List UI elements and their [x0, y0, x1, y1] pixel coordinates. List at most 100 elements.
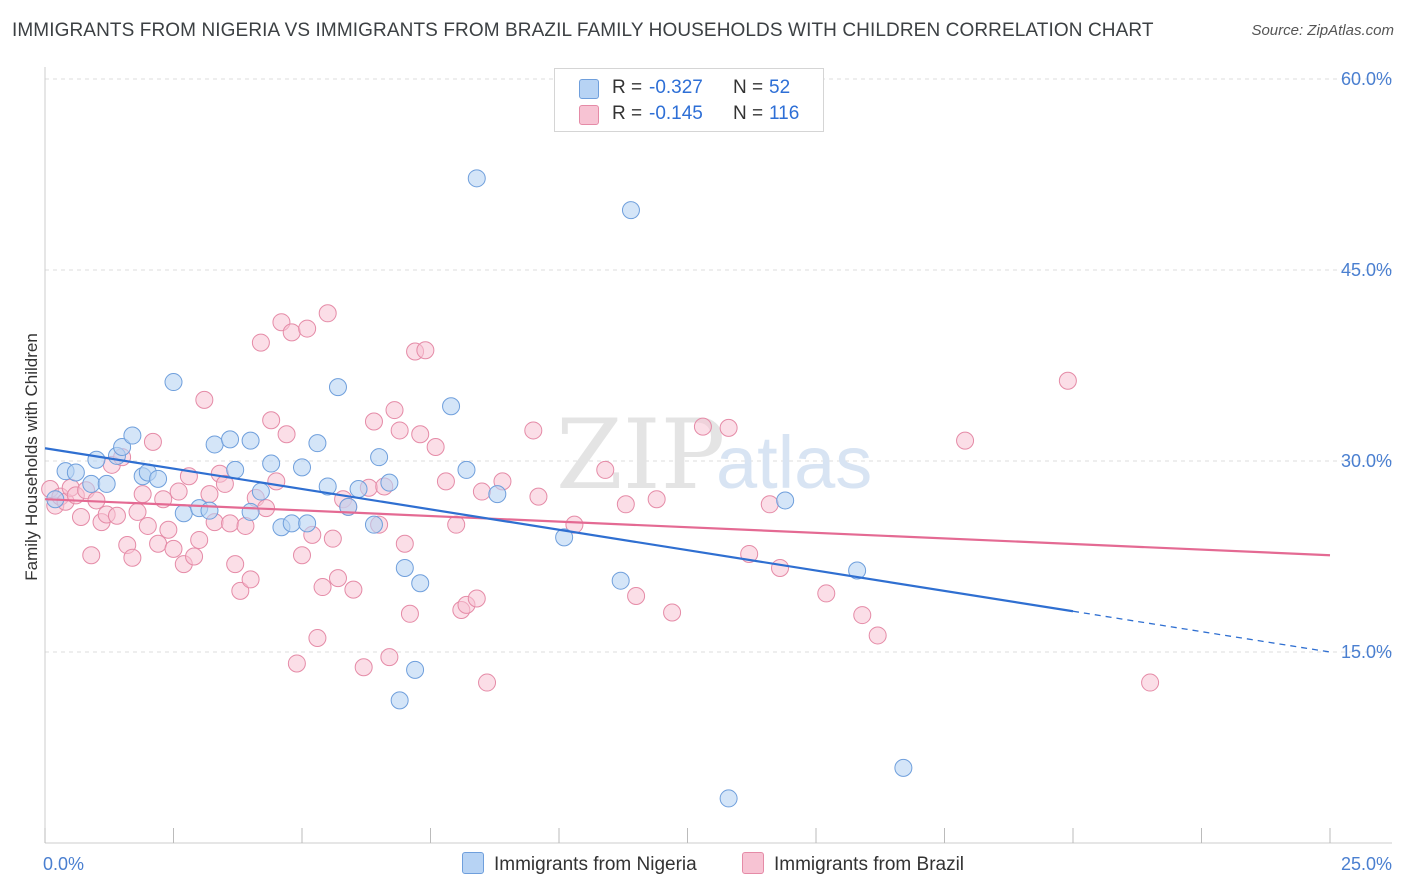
brazil-point [231, 581, 250, 600]
nigeria-point [457, 460, 476, 479]
brazil-point [390, 421, 409, 440]
brazil-point [138, 516, 157, 535]
brazil-point [817, 584, 836, 603]
nigeria-point [164, 373, 183, 392]
legend-n-value: 116 [769, 103, 800, 124]
nigeria-trend-extension [1072, 610, 1331, 653]
brazil-point [221, 514, 240, 533]
nigeria-point [66, 463, 85, 482]
nigeria-point [318, 477, 337, 496]
brazil-point [123, 548, 142, 567]
brazil-legend-label: Immigrants from Brazil [774, 854, 965, 875]
nigeria-swatch [579, 79, 599, 99]
brazil-point [159, 520, 178, 539]
brazil-point [354, 658, 373, 677]
nigeria-point [226, 460, 245, 479]
nigeria-point [113, 437, 132, 456]
nigeria-point [200, 501, 219, 520]
tick-label-layer: 15.0% 30.0% 45.0% 60.0% 0.0% 25.0% [43, 69, 1392, 874]
chart-title: IMMIGRANTS FROM NIGERIA VS IMMIGRANTS FR… [12, 20, 1154, 41]
brazil-point [226, 555, 245, 574]
y-tick-label: 15.0% [1341, 642, 1392, 662]
legend-r-value: -0.327 [649, 77, 703, 98]
brazil-point [149, 534, 168, 553]
brazil-point [411, 425, 430, 444]
brazil-point [616, 495, 635, 514]
brazil-point [472, 482, 491, 501]
brazil-point [164, 539, 183, 558]
nigeria-point [174, 504, 193, 523]
brazil-point [107, 506, 126, 525]
y-tick-label: 60.0% [1341, 69, 1392, 89]
brazil-point [298, 319, 317, 338]
brazil-point [308, 628, 327, 647]
nigeria-point [621, 201, 640, 220]
brazil-point [169, 482, 188, 501]
nigeria-point [719, 789, 738, 808]
nigeria-point [848, 561, 867, 580]
brazil-point [318, 304, 337, 323]
nigeria-point [364, 515, 383, 534]
watermark-zip: ZIP [556, 399, 725, 511]
nigeria-point [205, 435, 224, 454]
nigeria-point [380, 473, 399, 492]
nigeria-legend-swatch [462, 852, 484, 874]
nigeria-point [87, 450, 106, 469]
nigeria-trend-line [44, 447, 1074, 613]
nigeria-point [555, 528, 574, 547]
brazil-point [395, 534, 414, 553]
legend-n-label: N = [733, 77, 764, 98]
nigeria-point [251, 482, 270, 501]
brazil-point [200, 485, 219, 504]
nigeria-point [221, 430, 240, 449]
brazil-point [251, 333, 270, 352]
nigeria-point [411, 574, 430, 593]
grid-layer [45, 78, 1392, 653]
brazil-point [262, 411, 281, 430]
brazil-point [385, 401, 404, 420]
correlation-legend: R = -0.327 N = 52 R = -0.145 N = 116 [554, 68, 824, 132]
nigeria-point [293, 458, 311, 477]
nigeria-point [776, 491, 795, 510]
nigeria-point [467, 169, 486, 188]
brazil-point [364, 412, 383, 431]
nigeria-point [442, 397, 461, 416]
brazil-point [282, 323, 301, 342]
brazil-point [277, 425, 296, 444]
brazil-point [524, 421, 543, 440]
nigeria-point [282, 514, 301, 533]
brazil-swatch [579, 105, 599, 125]
brazil-point [313, 578, 332, 597]
brazil-point [344, 580, 363, 599]
brazil-point [323, 529, 342, 548]
brazil-trend-line [44, 498, 1331, 557]
brazil-point [380, 648, 399, 667]
nigeria-point [241, 431, 260, 450]
brazil-point [215, 474, 234, 493]
brazil-point [133, 485, 152, 504]
brazil-point [416, 341, 435, 360]
brazil-point [719, 418, 738, 437]
y-tick-label: 30.0% [1341, 451, 1392, 471]
brazil-point [868, 626, 887, 645]
brazil-point [185, 547, 204, 566]
nigeria-point [349, 480, 368, 499]
brazil-point [1058, 371, 1077, 390]
legend-n-value: 52 [769, 77, 791, 98]
brazil-point [529, 487, 548, 506]
brazil-point [447, 515, 466, 534]
nigeria-point [262, 454, 281, 473]
bottom-legend-nigeria: Immigrants from Nigeria [462, 852, 697, 876]
brazil-point [596, 460, 615, 479]
x-tick-label-max: 25.0% [1341, 854, 1392, 874]
nigeria-point [298, 514, 317, 533]
watermark: ZIP atlas [556, 399, 872, 511]
brazil-point [190, 530, 209, 549]
brazil-point [328, 569, 347, 588]
brazil-point [400, 604, 419, 623]
y-axis-label: Family Households with Children [22, 333, 41, 581]
brazil-point [647, 490, 666, 509]
y-tick-label: 45.0% [1341, 260, 1392, 280]
brazil-point [467, 589, 486, 608]
brazil-point [195, 390, 214, 409]
